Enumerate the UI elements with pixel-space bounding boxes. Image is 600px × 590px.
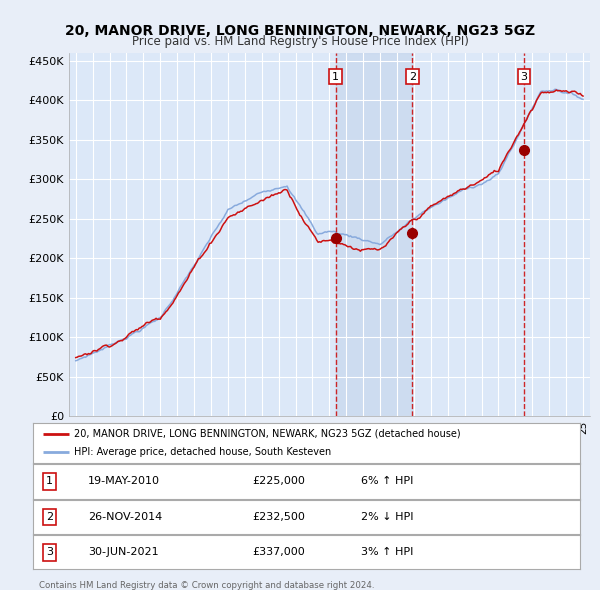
Text: 19-MAY-2010: 19-MAY-2010 xyxy=(88,477,160,486)
Text: 26-NOV-2014: 26-NOV-2014 xyxy=(88,512,162,522)
Bar xyxy=(335,53,412,416)
Text: 2: 2 xyxy=(46,512,53,522)
Text: 2% ↓ HPI: 2% ↓ HPI xyxy=(361,512,414,522)
Text: £232,500: £232,500 xyxy=(252,512,305,522)
Text: 2: 2 xyxy=(409,72,416,81)
Text: Price paid vs. HM Land Registry's House Price Index (HPI): Price paid vs. HM Land Registry's House … xyxy=(131,35,469,48)
Text: 20, MANOR DRIVE, LONG BENNINGTON, NEWARK, NG23 5GZ: 20, MANOR DRIVE, LONG BENNINGTON, NEWARK… xyxy=(65,24,535,38)
Text: £337,000: £337,000 xyxy=(252,548,305,557)
Text: 20, MANOR DRIVE, LONG BENNINGTON, NEWARK, NG23 5GZ (detached house): 20, MANOR DRIVE, LONG BENNINGTON, NEWARK… xyxy=(74,429,461,439)
Text: HPI: Average price, detached house, South Kesteven: HPI: Average price, detached house, Sout… xyxy=(74,447,331,457)
Text: 30-JUN-2021: 30-JUN-2021 xyxy=(88,548,158,557)
Text: 3% ↑ HPI: 3% ↑ HPI xyxy=(361,548,413,557)
Text: 1: 1 xyxy=(46,477,53,486)
Text: Contains HM Land Registry data © Crown copyright and database right 2024.: Contains HM Land Registry data © Crown c… xyxy=(39,581,374,590)
Text: 3: 3 xyxy=(46,548,53,557)
Text: 3: 3 xyxy=(520,72,527,81)
Text: 6% ↑ HPI: 6% ↑ HPI xyxy=(361,477,413,486)
Text: 1: 1 xyxy=(332,72,339,81)
Text: £225,000: £225,000 xyxy=(252,477,305,486)
